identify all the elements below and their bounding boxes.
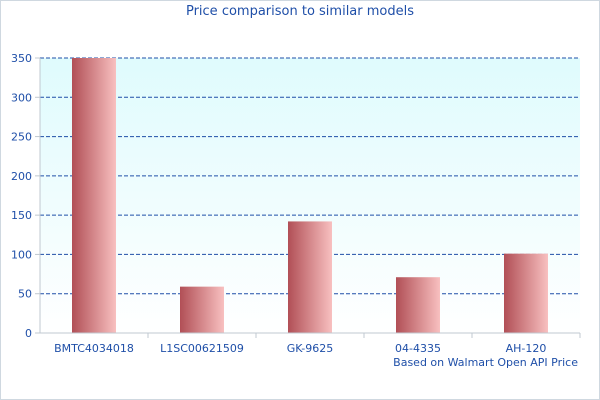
- bar-l1sc00621509[interactable]: [180, 286, 224, 333]
- bar-04-4335[interactable]: [396, 277, 440, 333]
- y-tick-label: 200: [11, 170, 32, 183]
- bar-gk-9625[interactable]: [288, 221, 332, 333]
- y-tick-label: 50: [18, 288, 32, 301]
- x-tick-label: BMTC4034018: [54, 342, 134, 355]
- y-tick-label: 250: [11, 131, 32, 144]
- bar-ah-120[interactable]: [504, 253, 548, 333]
- data-source-footnote: Based on Walmart Open API Price: [393, 356, 578, 369]
- y-tick-label: 150: [11, 209, 32, 222]
- y-tick-label: 300: [11, 91, 32, 104]
- x-tick-label: GK-9625: [287, 342, 334, 355]
- y-tick-label: 350: [11, 52, 32, 65]
- x-tick-label: AH-120: [506, 342, 547, 355]
- x-tick-label: 04-4335: [395, 342, 441, 355]
- y-tick-label: 0: [25, 327, 32, 340]
- x-tick-label: L1SC00621509: [160, 342, 244, 355]
- chart-title: Price comparison to similar models: [185, 4, 415, 19]
- y-tick-label: 100: [11, 248, 32, 261]
- bar-bmtc4034018[interactable]: [72, 58, 116, 333]
